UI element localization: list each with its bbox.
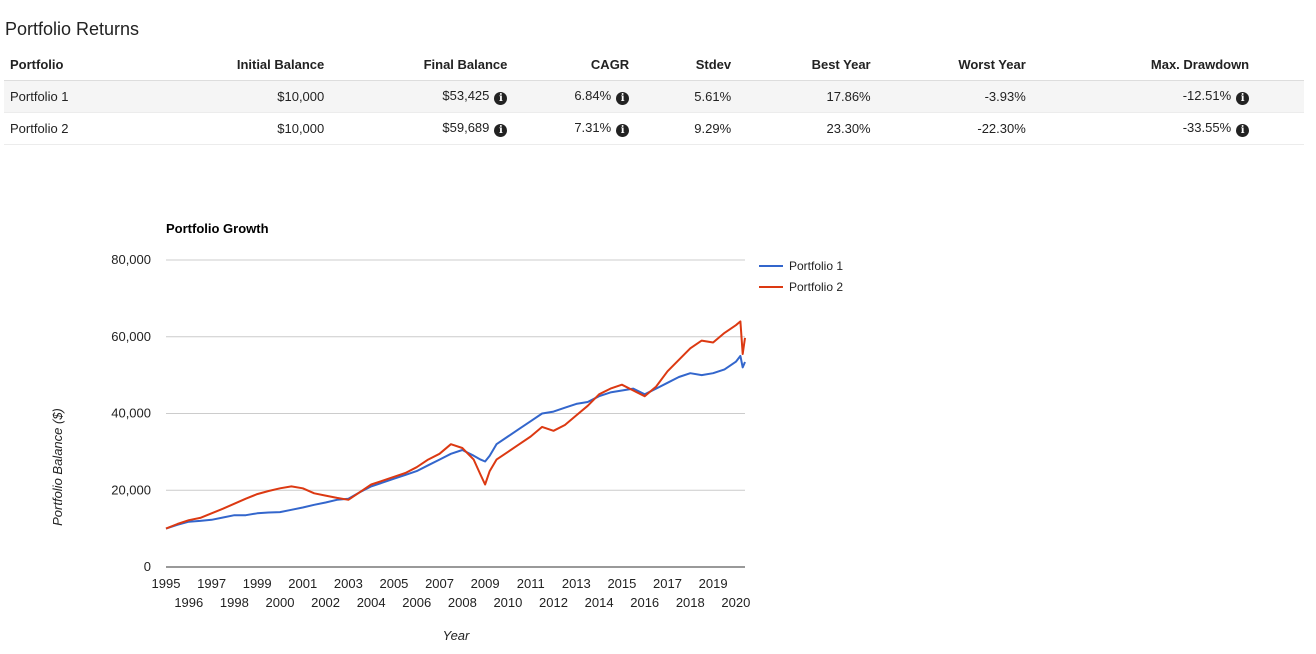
- chart-svg: Portfolio Growth Portfolio Balance ($) Y…: [50, 221, 843, 643]
- y-axis-label: Portfolio Balance ($): [50, 408, 65, 526]
- cell-worst-year: -3.93%: [876, 80, 1032, 113]
- cell-initial-balance: $10,000: [165, 80, 331, 113]
- info-circle-icon[interactable]: i: [494, 92, 508, 105]
- x-tick-label: 2001: [288, 576, 317, 591]
- info-circle-icon[interactable]: i: [494, 124, 508, 137]
- y-tick-label: 0: [144, 559, 151, 574]
- table-row: Portfolio 1 $10,000 $53,425 i 6.84% i 5.61…: [4, 80, 1304, 113]
- x-tick-label: 2015: [607, 576, 636, 591]
- x-tick-label: 1996: [174, 595, 203, 610]
- x-tick-label: 2019: [699, 576, 728, 591]
- header-stdev: Stdev: [635, 48, 738, 81]
- table-header-row: Portfolio Initial Balance Final Balance …: [4, 48, 1304, 81]
- cell-max-drawdown: -12.51% i: [1031, 80, 1256, 113]
- header-cagr: CAGR: [513, 48, 636, 81]
- series-line-2: [165, 320, 746, 530]
- y-tick-label: 40,000: [111, 406, 151, 421]
- cagr-value: 7.31%: [574, 120, 612, 135]
- cell-cagr: 6.84% i: [513, 80, 636, 113]
- header-max-drawdown: Max. Drawdown: [1031, 48, 1256, 81]
- final-balance-value: $59,689: [442, 120, 490, 135]
- cell-best-year: 17.86%: [737, 80, 877, 113]
- x-tick-label: 1997: [197, 576, 226, 591]
- cell-cagr: 7.31% i: [513, 112, 636, 145]
- x-tick-label: 2000: [266, 595, 295, 610]
- max-drawdown-value: -33.55%: [1182, 120, 1232, 135]
- x-tick-label: 2008: [448, 595, 477, 610]
- table-row: Portfolio 2 $10,000 $59,689 i 7.31% i 9.29…: [4, 112, 1304, 145]
- info-circle-icon[interactable]: i: [616, 124, 630, 137]
- x-tick-label: 2016: [630, 595, 659, 610]
- x-tick-label: 2012: [539, 595, 568, 610]
- x-tick-label: 2004: [357, 595, 386, 610]
- x-tick-label: 2010: [493, 595, 522, 610]
- final-balance-value: $53,425: [442, 88, 490, 103]
- portfolio-returns-table: Portfolio Initial Balance Final Balance …: [4, 48, 1304, 145]
- cell-final-balance: $53,425 i: [330, 80, 514, 113]
- x-tick-label: 2020: [721, 595, 750, 610]
- y-tick-label: 80,000: [111, 252, 151, 267]
- grid: 0 20,000 40,000 60,000 80,000 1995 1997 1999 200…: [111, 252, 750, 610]
- cell-stdev: 9.29%: [635, 112, 738, 145]
- header-initial-balance: Initial Balance: [165, 48, 331, 81]
- chart-title: Portfolio Growth: [166, 221, 269, 236]
- info-circle-icon[interactable]: i: [1236, 124, 1250, 137]
- cell-stdev: 5.61%: [635, 80, 738, 113]
- y-tick-label: 20,000: [111, 482, 151, 497]
- cagr-value: 6.84%: [574, 88, 612, 103]
- x-tick-label: 2013: [562, 576, 591, 591]
- x-tick-label: 2014: [585, 595, 614, 610]
- x-tick-label: 2017: [653, 576, 682, 591]
- x-tick-label: 1995: [152, 576, 181, 591]
- header-final-balance: Final Balance: [330, 48, 514, 81]
- legend: Portfolio 1 Portfolio 2: [759, 259, 843, 294]
- section-title: Portfolio Returns: [5, 19, 140, 39]
- series-line-1: [165, 354, 746, 530]
- x-axis-label: Year: [443, 628, 470, 643]
- y-tick-label: 60,000: [111, 329, 151, 344]
- max-drawdown-value: -12.51%: [1182, 88, 1232, 103]
- cell-best-year: 23.30%: [737, 112, 877, 145]
- x-tick-label: 2003: [334, 576, 363, 591]
- x-tick-label: 2018: [676, 595, 705, 610]
- series-lines: [165, 320, 746, 530]
- x-tick-label: 2011: [517, 576, 545, 591]
- x-tick-label: 1999: [243, 576, 272, 591]
- cell-portfolio: Portfolio 1: [4, 80, 166, 113]
- legend-label: Portfolio 2: [789, 280, 843, 294]
- x-tick-label: 2009: [471, 576, 500, 591]
- x-tick-label: 2007: [425, 576, 454, 591]
- cell-initial-balance: $10,000: [165, 112, 331, 145]
- header-portfolio: Portfolio: [4, 48, 166, 81]
- header-worst-year: Worst Year: [876, 48, 1032, 81]
- header-best-year: Best Year: [737, 48, 877, 81]
- x-tick-label: 2006: [402, 595, 431, 610]
- info-circle-icon[interactable]: i: [1236, 92, 1250, 105]
- portfolio-growth-chart: Portfolio Growth Portfolio Balance ($) Y…: [0, 200, 1316, 654]
- cell-final-balance: $59,689 i: [330, 112, 514, 145]
- x-tick-label: 1998: [220, 595, 249, 610]
- cell-max-drawdown: -33.55% i: [1031, 112, 1256, 145]
- info-circle-icon[interactable]: i: [616, 92, 630, 105]
- cell-worst-year: -22.30%: [876, 112, 1032, 145]
- cell-portfolio: Portfolio 2: [4, 112, 166, 145]
- x-tick-label: 2005: [379, 576, 408, 591]
- x-tick-label: 2002: [311, 595, 340, 610]
- legend-label: Portfolio 1: [789, 259, 843, 273]
